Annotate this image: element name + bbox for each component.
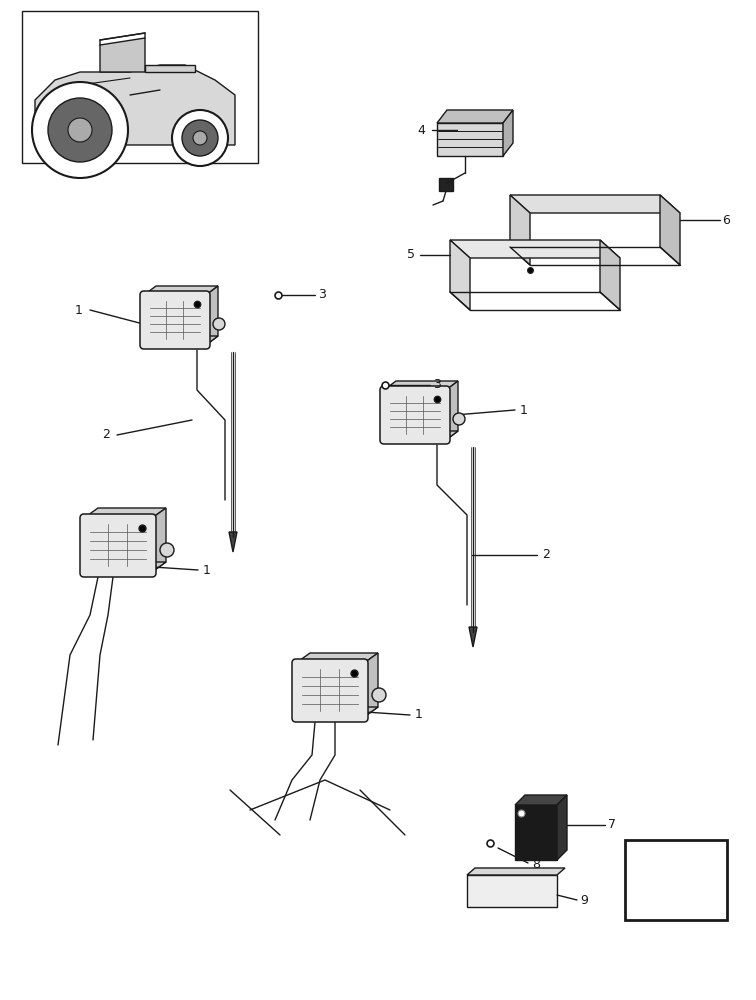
Text: 8: 8 bbox=[532, 858, 540, 871]
Polygon shape bbox=[640, 855, 705, 895]
Circle shape bbox=[160, 543, 174, 557]
FancyBboxPatch shape bbox=[380, 386, 450, 444]
Circle shape bbox=[172, 110, 228, 166]
Circle shape bbox=[453, 413, 465, 425]
FancyBboxPatch shape bbox=[80, 514, 156, 577]
Polygon shape bbox=[84, 562, 166, 572]
Polygon shape bbox=[600, 240, 620, 310]
Polygon shape bbox=[84, 508, 166, 518]
Polygon shape bbox=[206, 286, 218, 345]
Polygon shape bbox=[22, 11, 258, 163]
Text: 1: 1 bbox=[203, 564, 211, 576]
Polygon shape bbox=[450, 240, 470, 310]
Text: 9: 9 bbox=[580, 894, 588, 906]
Text: 1: 1 bbox=[520, 403, 528, 416]
Text: 2: 2 bbox=[102, 428, 110, 442]
Text: 3: 3 bbox=[433, 378, 441, 391]
Polygon shape bbox=[515, 805, 557, 860]
Polygon shape bbox=[660, 195, 680, 265]
Polygon shape bbox=[144, 286, 218, 295]
FancyBboxPatch shape bbox=[140, 291, 210, 349]
Polygon shape bbox=[450, 240, 620, 258]
Text: 7: 7 bbox=[608, 818, 616, 832]
Polygon shape bbox=[296, 653, 378, 663]
Circle shape bbox=[32, 82, 128, 178]
Text: 5: 5 bbox=[407, 248, 415, 261]
Polygon shape bbox=[439, 178, 453, 191]
Text: 4: 4 bbox=[417, 123, 425, 136]
Text: 1: 1 bbox=[75, 304, 83, 316]
Polygon shape bbox=[515, 795, 567, 805]
Polygon shape bbox=[467, 875, 557, 907]
Polygon shape bbox=[152, 508, 166, 572]
Polygon shape bbox=[144, 336, 218, 345]
Polygon shape bbox=[437, 110, 513, 123]
Circle shape bbox=[193, 131, 207, 145]
FancyBboxPatch shape bbox=[292, 659, 368, 722]
Polygon shape bbox=[469, 627, 477, 647]
Polygon shape bbox=[467, 868, 565, 875]
Text: 2: 2 bbox=[542, 548, 550, 562]
Circle shape bbox=[182, 120, 218, 156]
Text: 3: 3 bbox=[318, 288, 326, 302]
Polygon shape bbox=[437, 123, 503, 156]
Polygon shape bbox=[503, 110, 513, 156]
Circle shape bbox=[48, 98, 112, 162]
Text: 6: 6 bbox=[722, 214, 730, 227]
Polygon shape bbox=[510, 195, 680, 213]
Bar bbox=[625, 840, 727, 920]
Polygon shape bbox=[446, 381, 458, 440]
Polygon shape bbox=[557, 795, 567, 860]
Circle shape bbox=[213, 318, 225, 330]
Polygon shape bbox=[100, 38, 145, 72]
Polygon shape bbox=[296, 707, 378, 717]
Circle shape bbox=[372, 688, 386, 702]
Polygon shape bbox=[364, 653, 378, 717]
Polygon shape bbox=[384, 381, 458, 390]
Polygon shape bbox=[35, 65, 235, 145]
Circle shape bbox=[68, 118, 92, 142]
Polygon shape bbox=[145, 65, 195, 72]
Polygon shape bbox=[229, 532, 237, 552]
Polygon shape bbox=[510, 195, 530, 265]
Text: 1: 1 bbox=[415, 708, 423, 722]
Polygon shape bbox=[384, 431, 458, 440]
